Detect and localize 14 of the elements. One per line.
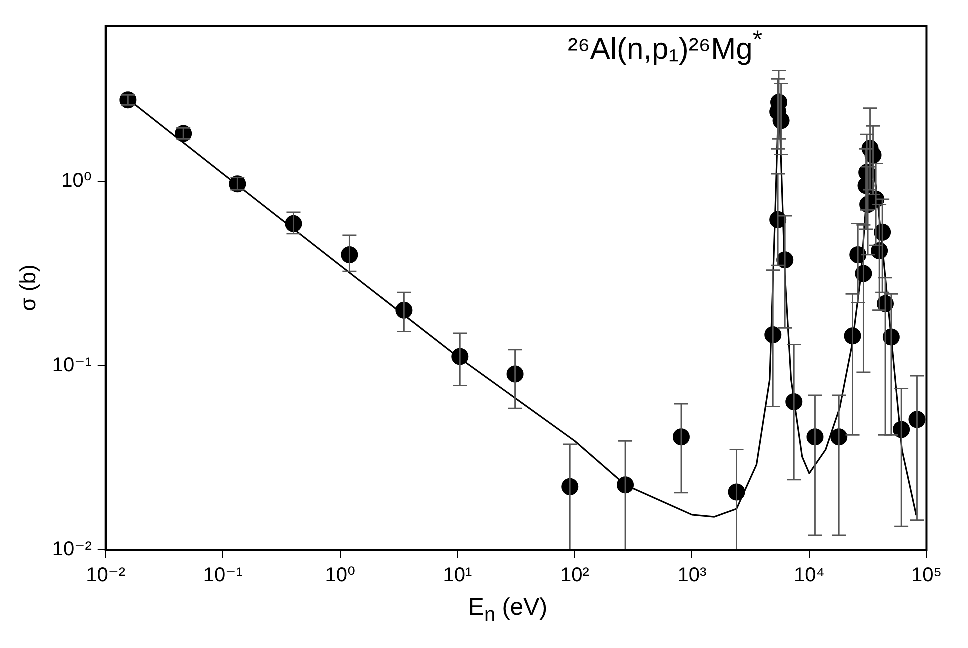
x-tick-label: 10⁵	[911, 564, 942, 587]
y-tick-label: 10⁻²	[52, 538, 92, 561]
x-tick-label: 10⁴	[794, 564, 825, 587]
chart-title: ²⁶Al(n,p₁)²⁶Mg$^{*}$	[568, 26, 763, 67]
x-tick-label: 10³	[678, 564, 707, 587]
x-tick-label: 10⁻²	[86, 564, 126, 587]
x-tick-label: 10⁰	[325, 564, 356, 587]
y-tick-label: 10⁻¹	[52, 354, 92, 376]
x-axis-title: E$_{n}$ (eV)	[467, 594, 549, 627]
x-tick-label: 10⁻¹	[203, 564, 244, 587]
x-tick-label: 10¹	[443, 564, 472, 587]
y-axis-title: σ (b)	[15, 264, 40, 312]
x-tick-label: 10²	[560, 564, 590, 587]
y-tick-label: 10⁰	[62, 170, 92, 192]
